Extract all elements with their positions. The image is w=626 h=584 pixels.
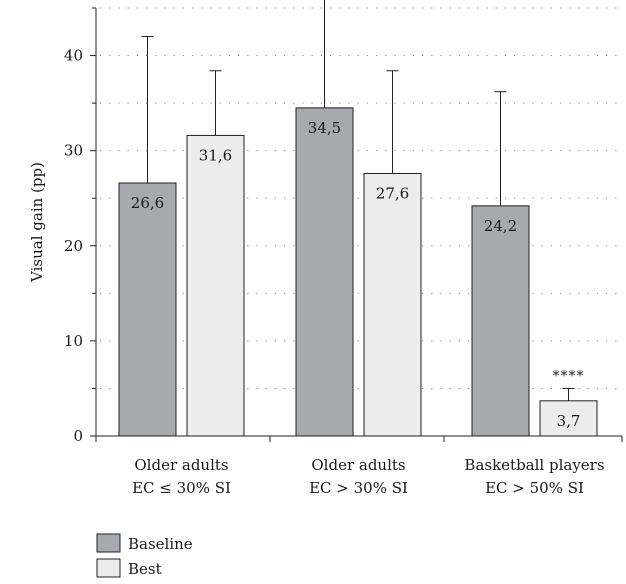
bar-baseline-1 — [295, 107, 354, 437]
category-label-0-line2: EC ≤ 30% SI — [132, 479, 231, 497]
category-label-0-line1: Older adults — [134, 456, 228, 474]
data-label-baseline-0: 26,6 — [131, 194, 164, 212]
data-label-best-1: 27,6 — [376, 184, 409, 202]
gridlines — [100, 7, 622, 389]
data-label-best-2: 3,7 — [557, 412, 581, 430]
bar-baseline-0 — [118, 182, 177, 437]
legend-label-best: Best — [128, 560, 162, 578]
y-tick-label-10: 10 — [64, 332, 83, 350]
category-label-2-line2: EC > 50% SI — [485, 479, 584, 497]
category-label-1-line2: EC > 30% SI — [309, 479, 408, 497]
y-axis-title: Visual gain (pp) — [28, 162, 46, 283]
data-label-baseline-2: 24,2 — [484, 217, 517, 235]
category-label-2-line1: Basketball players — [464, 456, 604, 474]
bar-best-2 — [539, 400, 598, 437]
significance-annotation-0: **** — [553, 368, 585, 384]
labels: 26,6 34,5 24,2 31,6 27,6 3,7 **** Older adults E… — [131, 119, 605, 497]
bar-best-0 — [186, 134, 245, 437]
y-tick-label-40: 40 — [64, 47, 83, 65]
legend: Baseline Best — [96, 533, 193, 578]
category-label-1-line1: Older adults — [311, 456, 405, 474]
data-label-best-0: 31,6 — [199, 146, 232, 164]
legend-swatch-best — [96, 558, 121, 578]
y-tick-label-0: 0 — [73, 427, 83, 445]
y-tick-label-20: 20 — [64, 237, 83, 255]
axes: 0 10 20 30 40 Visual gain (pp) — [28, 7, 623, 445]
data-label-baseline-1: 34,5 — [308, 119, 341, 137]
legend-label-baseline: Baseline — [128, 535, 193, 553]
y-tick-label-30: 30 — [64, 142, 83, 160]
bar-best-1 — [363, 172, 422, 437]
bar-baseline-2 — [471, 205, 530, 437]
bars — [118, 0, 598, 437]
legend-swatch-baseline — [96, 533, 121, 553]
